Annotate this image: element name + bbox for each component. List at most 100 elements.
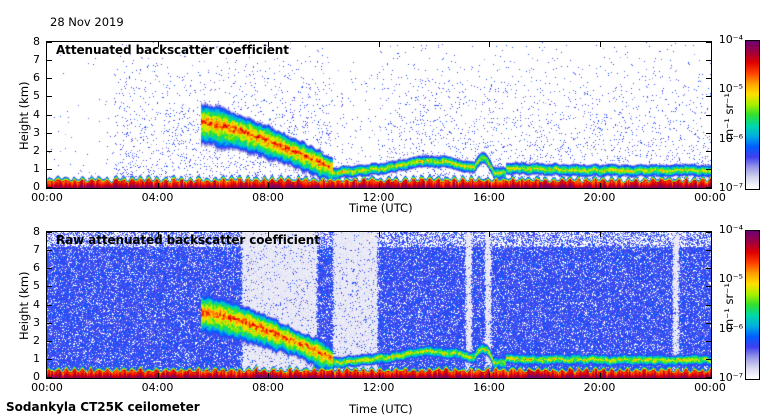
panel-title-raw-attenuated-backscatter: Raw attenuated backscatter coefficient — [56, 233, 320, 247]
colorbar-tick-label: 10⁻⁶ — [718, 322, 743, 335]
yaxis-title-panel1: Height (km) — [17, 271, 31, 340]
xtick-mark-top — [157, 42, 159, 47]
ytick-mark — [47, 341, 52, 342]
xaxis-title-panel0: Time (UTC) — [349, 201, 413, 215]
ytick-mark-right — [706, 115, 711, 116]
xtick-label: 20:00 — [583, 381, 616, 394]
plot-panel-raw-attenuated-backscatter — [46, 231, 712, 379]
ytick-mark — [47, 169, 52, 170]
heatmap-canvas-attenuated-backscatter — [47, 42, 711, 188]
ytick-mark — [47, 286, 52, 287]
ytick-label: 6 — [33, 261, 40, 274]
ytick-mark-right — [706, 42, 711, 43]
ytick-label: 0 — [33, 370, 40, 383]
ytick-label: 3 — [33, 316, 40, 329]
ytick-mark — [47, 377, 52, 378]
ytick-mark — [47, 323, 52, 324]
ytick-mark — [47, 78, 52, 79]
yaxis-title-panel0: Height (km) — [17, 81, 31, 150]
colorbar-gradient-bottom — [746, 231, 759, 379]
date-label: 28 Nov 2019 — [50, 15, 124, 29]
ytick-mark — [47, 268, 52, 269]
panel-title-attenuated-backscatter: Attenuated backscatter coefficient — [56, 43, 289, 57]
colorbar-tick-label: 10⁻⁴ — [718, 33, 743, 46]
ytick-label: 3 — [33, 126, 40, 139]
xtick-label: 08:00 — [252, 191, 284, 204]
xtick-label: 04:00 — [141, 381, 174, 394]
ytick-label: 8 — [33, 225, 40, 238]
ytick-mark-right — [706, 60, 711, 61]
ytick-label: 4 — [33, 108, 40, 121]
ytick-mark-right — [706, 133, 711, 134]
ytick-label: 8 — [33, 35, 40, 48]
colorbar-gradient-top — [746, 41, 759, 189]
xtick-mark — [599, 373, 601, 378]
xtick-mark — [157, 373, 159, 378]
ytick-label: 5 — [33, 279, 40, 292]
ytick-mark-right — [706, 169, 711, 170]
ytick-mark — [47, 359, 52, 360]
xtick-mark-top — [489, 42, 490, 47]
ytick-mark — [47, 115, 52, 116]
xtick-label: 16:00 — [473, 381, 505, 394]
ytick-mark — [47, 232, 52, 233]
xtick-mark — [489, 373, 490, 378]
ytick-mark-right — [706, 323, 711, 324]
ytick-mark — [47, 96, 52, 97]
ytick-mark-right — [706, 305, 711, 306]
ytick-mark — [47, 250, 52, 251]
xtick-label: 00:00 — [694, 191, 726, 204]
xtick-label: 00:00 — [694, 381, 726, 394]
colorbar-unit-bottom: m⁻¹ sr⁻¹ — [722, 283, 736, 330]
colorbar-top — [745, 40, 760, 190]
xtick-mark — [268, 183, 269, 188]
xaxis-title-panel1: Time (UTC) — [349, 402, 413, 416]
xtick-label: 20:00 — [583, 191, 616, 204]
xtick-mark-top — [268, 42, 269, 47]
ytick-label: 0 — [33, 180, 40, 193]
ytick-mark — [47, 187, 52, 188]
xtick-label: 08:00 — [252, 381, 284, 394]
ytick-label: 7 — [33, 243, 40, 256]
ytick-mark-right — [706, 268, 711, 269]
ytick-label: 7 — [33, 53, 40, 66]
xtick-mark — [599, 183, 601, 188]
ytick-mark — [47, 60, 52, 61]
xtick-mark-top — [599, 232, 601, 237]
ytick-label: 4 — [33, 298, 40, 311]
ytick-mark-right — [706, 151, 711, 152]
xtick-label: 12:00 — [362, 191, 395, 204]
ytick-mark-right — [706, 286, 711, 287]
xtick-mark — [268, 373, 269, 378]
xtick-mark — [378, 373, 380, 378]
ytick-mark-right — [706, 341, 711, 342]
colorbar-unit-top: m⁻¹ sr⁻¹ — [722, 93, 736, 140]
xtick-mark-top — [599, 42, 601, 47]
xtick-mark-top — [378, 42, 380, 47]
ytick-label: 6 — [33, 71, 40, 84]
ytick-mark — [47, 151, 52, 152]
xtick-mark-top — [378, 232, 380, 237]
xtick-mark — [378, 183, 380, 188]
xtick-mark-top — [268, 232, 269, 237]
xtick-mark — [489, 183, 490, 188]
xtick-mark-top — [157, 232, 159, 237]
ytick-label: 1 — [33, 352, 40, 365]
ytick-mark-right — [706, 187, 711, 188]
ytick-mark-right — [706, 250, 711, 251]
footer-instrument-label: Sodankyla CT25K ceilometer — [6, 400, 200, 414]
ytick-label: 2 — [33, 334, 40, 347]
ytick-mark-right — [706, 232, 711, 233]
colorbar-tick-label: 10⁻⁷ — [718, 371, 743, 384]
ytick-label: 2 — [33, 144, 40, 157]
ytick-mark-right — [706, 78, 711, 79]
ytick-mark-right — [706, 96, 711, 97]
plot-panel-attenuated-backscatter — [46, 41, 712, 189]
colorbar-tick-label: 10⁻⁴ — [718, 223, 743, 236]
xtick-label: 00:00 — [31, 381, 63, 394]
heatmap-canvas-raw-attenuated-backscatter — [47, 232, 711, 378]
colorbar-tick-label: 10⁻⁷ — [718, 181, 743, 194]
ytick-label: 1 — [33, 162, 40, 175]
colorbar-tick-label: 10⁻⁵ — [718, 272, 743, 285]
